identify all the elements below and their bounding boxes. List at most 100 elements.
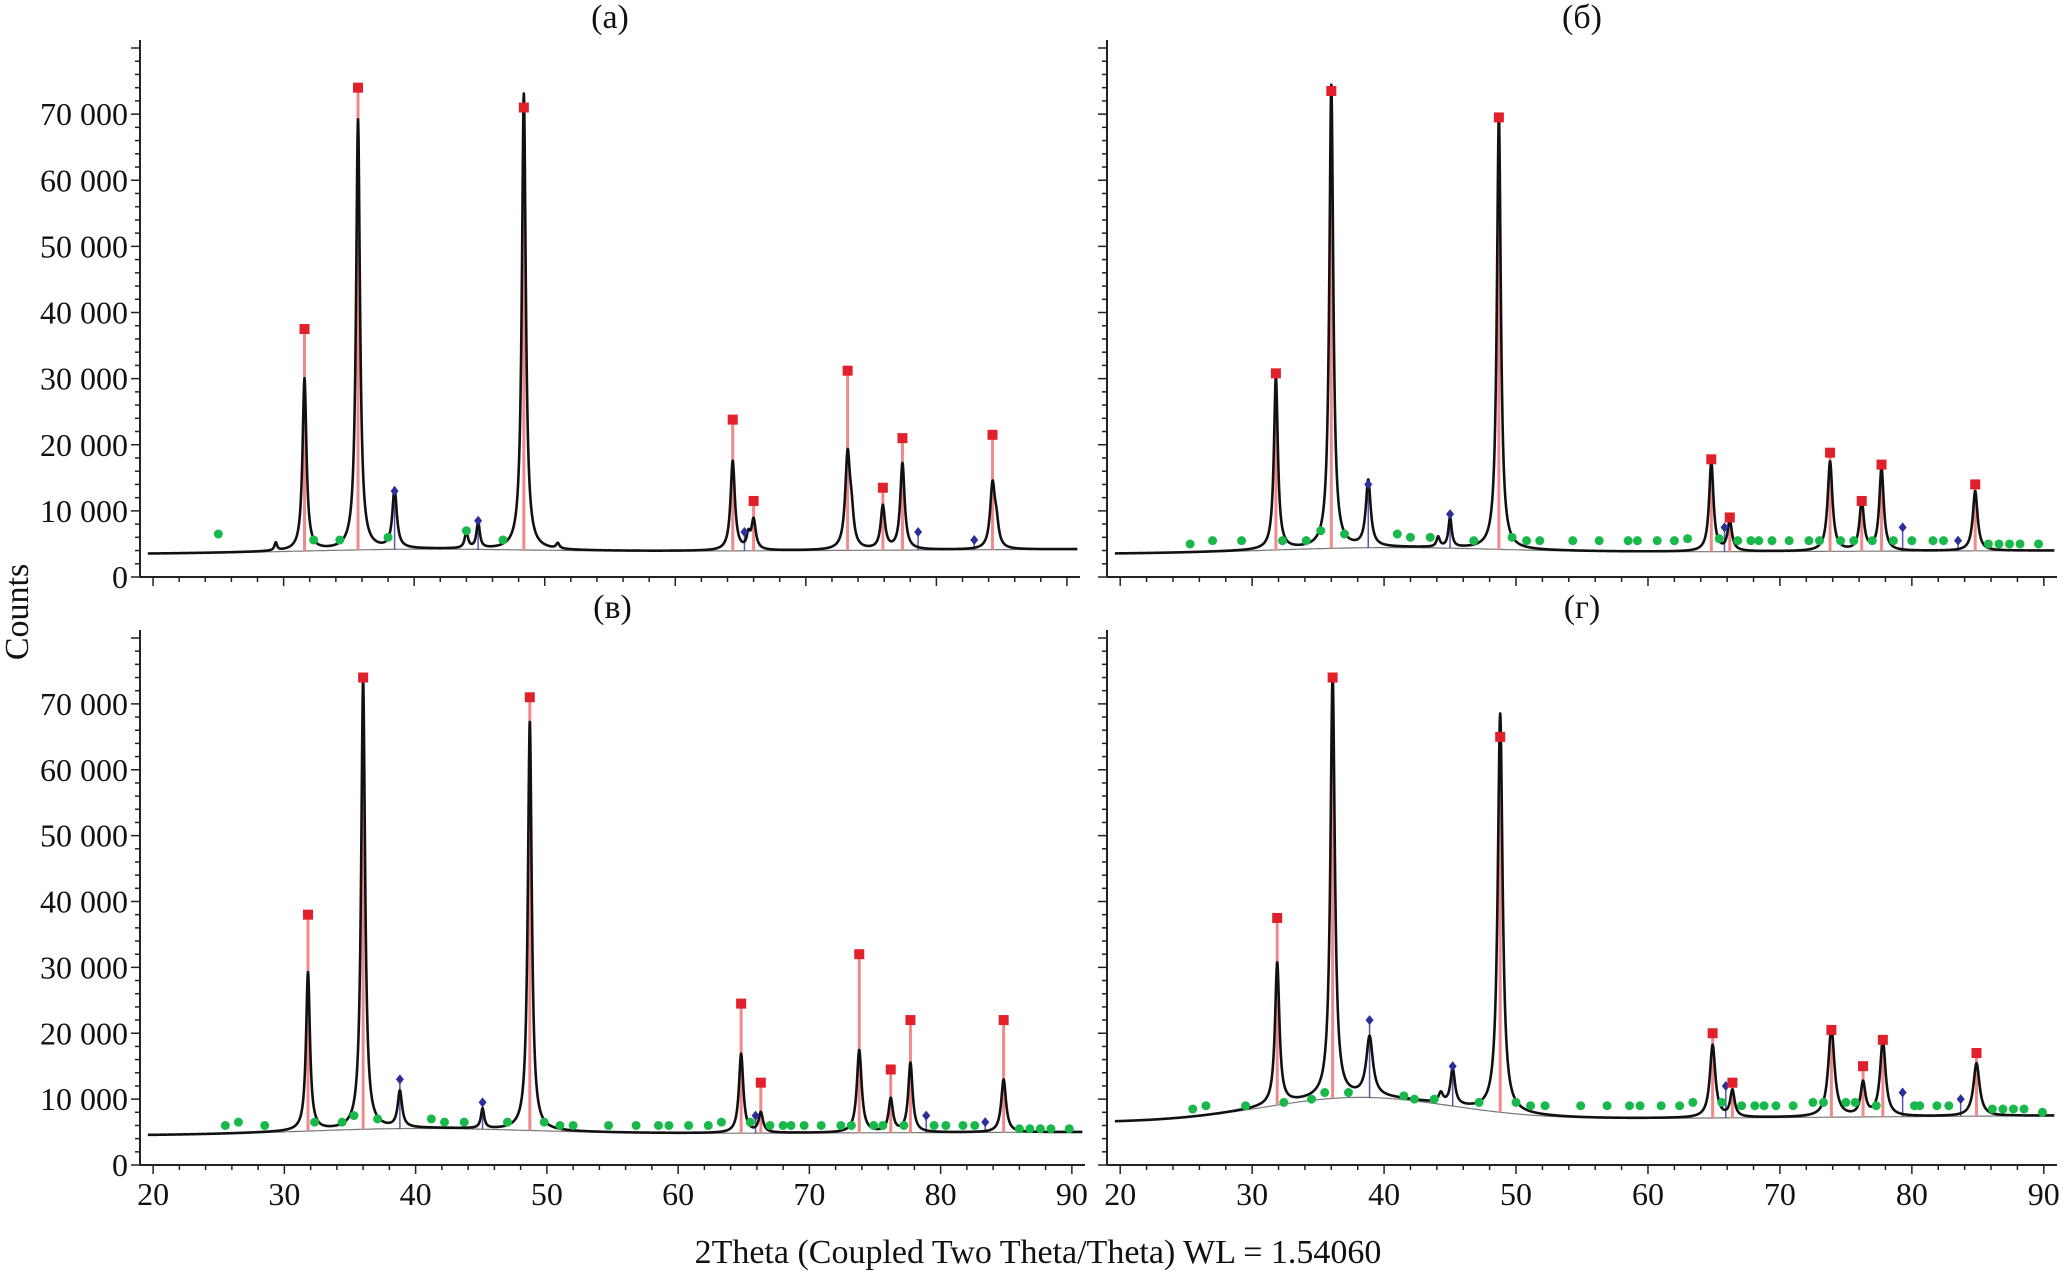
phase-minor-marker [846,1120,856,1130]
phase-minor-marker [555,1120,565,1130]
phase-main-marker [303,909,313,920]
phase-minor-marker [1867,536,1877,546]
y-tick-label: 0 [112,559,128,595]
phase-main-marker [1970,479,1981,490]
x-tick-label: 80 [925,1176,957,1212]
phase-minor-marker [778,1120,788,1130]
y-tick-label: 40 000 [40,884,128,920]
phase-minor-marker [604,1120,614,1130]
phase-minor-marker [1656,1101,1666,1111]
phase-minor-marker [1759,1101,1769,1111]
x-tick-label: 70 [1764,1176,1796,1212]
y-tick-label: 50 000 [40,228,128,264]
phase-minor-marker [1850,1097,1860,1107]
phase-minor-marker [1815,536,1824,546]
y-tick-label: 10 000 [40,1081,128,1117]
phase-minor-marker [1511,1097,1521,1107]
phase-main-marker [877,482,888,493]
phase-minor-marker [2019,1104,2029,1114]
phase-minor-marker [1469,536,1479,546]
phase-minor-marker [1343,1088,1353,1098]
phase-minor-marker [1540,1101,1550,1111]
phase-minor-marker [1320,1088,1330,1098]
phase-second-marker [751,1110,760,1121]
phase-minor-marker [1623,536,1633,546]
phase-minor-marker [1576,1101,1586,1111]
phase-second-marker [1446,509,1455,520]
phase-minor-marker [1841,1097,1851,1107]
phase-main-marker [727,414,738,425]
phase-main-marker [1706,454,1717,465]
phase-minor-marker [1201,1101,1211,1111]
phase-minor-marker [878,1120,888,1130]
y-tick-label: 70 000 [40,96,128,132]
phase-minor-marker [1526,1101,1536,1111]
phase-second-marker [1954,535,1963,546]
phase-main-marker [353,82,364,93]
phase-main-marker [736,998,747,1009]
y-tick-label: 50 000 [40,818,128,854]
phase-second-marker [1364,479,1373,490]
phase-minor-marker [1818,1097,1828,1107]
phase-minor-marker [1714,534,1724,544]
phase-minor-marker [426,1114,436,1124]
phase-main-marker [1272,912,1283,923]
phase-minor-marker [1237,536,1247,546]
phase-main-marker [842,365,853,376]
phase-minor-marker [1669,536,1679,546]
phase-main-marker [1724,512,1735,523]
x-tick-label: 30 [1236,1176,1268,1212]
phase-second-marker [740,527,749,538]
phase-main-marker [1858,1061,1869,1072]
phase-minor-marker [970,1120,980,1130]
phase-minor-marker [1301,536,1311,546]
panel-title: (а) [591,0,629,36]
phase-minor-marker [1983,539,1993,549]
phase-minor-marker [1717,1097,1727,1107]
phase-minor-marker [1998,1104,2008,1114]
x-tick-label: 60 [1632,1176,1664,1212]
phase-second-marker [1365,1015,1374,1026]
phase-main-marker [1495,731,1506,742]
phase-minor-marker [373,1114,383,1124]
x-tick-label: 90 [2028,1176,2060,1212]
panel-title: (в) [593,589,632,626]
phase-minor-marker [1625,1101,1634,1111]
phase-minor-marker [260,1120,270,1130]
phase-minor-marker [1307,1094,1317,1104]
phase-minor-marker [684,1120,694,1130]
phase-minor-marker [498,535,508,545]
shared-x-axis-label: 2Theta (Coupled Two Theta/Theta) WL = 1.… [695,1234,1382,1271]
phase-minor-marker [2015,539,2025,549]
phase-minor-marker [1771,1101,1781,1111]
phase-minor-marker [1675,1101,1685,1111]
phase-minor-marker [220,1120,230,1130]
phase-minor-marker [1035,1124,1045,1134]
phase-minor-marker [1602,1101,1612,1111]
phase-minor-marker [309,535,319,545]
phase-minor-marker [653,1120,663,1130]
phase-main-marker [748,495,759,506]
phase-minor-marker [1279,1097,1289,1107]
phase-minor-marker [1474,1097,1484,1107]
phase-minor-marker [1804,536,1814,546]
phase-minor-marker [716,1117,726,1127]
y-tick-label: 60 000 [40,162,128,198]
phase-minor-marker [1277,536,1287,546]
phase-second-marker [970,534,979,545]
phase-minor-marker [1733,536,1743,546]
diffraction-pattern [146,679,1084,1137]
phase-main-marker [1327,672,1338,683]
phase-second-marker [1448,1061,1457,1072]
phase-minor-marker [1507,532,1517,542]
phase-main-marker [518,102,529,113]
phase-minor-marker [568,1120,578,1130]
phase-minor-marker [213,529,223,539]
phase-minor-marker [1754,536,1764,546]
phase-minor-marker [539,1117,549,1127]
phase-minor-marker [383,532,393,542]
phase-minor-marker [1746,536,1756,546]
phase-minor-marker [335,535,345,545]
phase-minor-marker [1392,529,1402,539]
